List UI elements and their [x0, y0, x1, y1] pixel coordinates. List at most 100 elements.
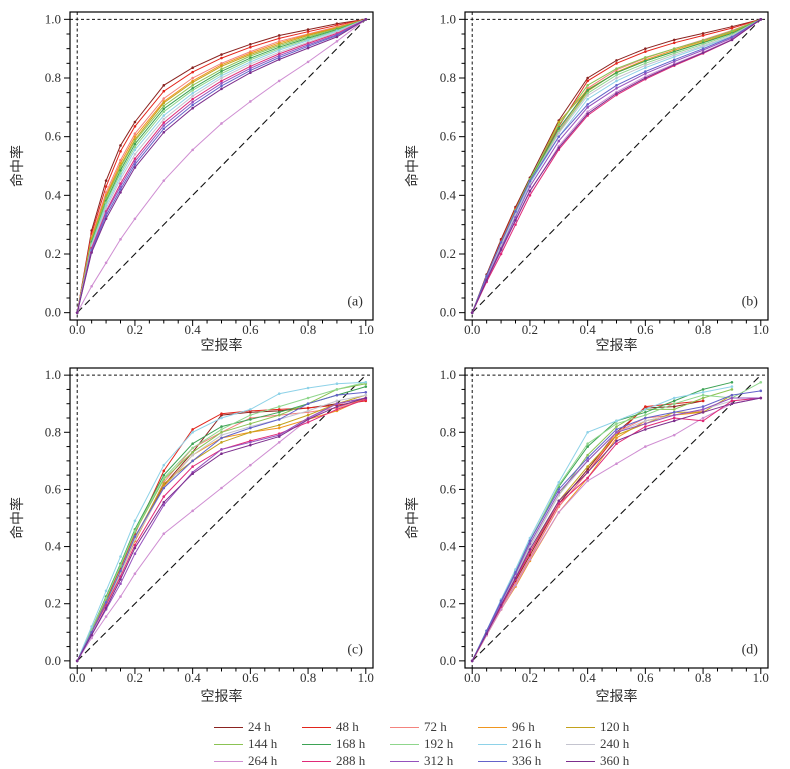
svg-text:1.0: 1.0: [753, 322, 769, 337]
legend: 24 h 48 h 72 h 96 h 120 h 144 h 168 h 192 h 216 …: [0, 715, 790, 769]
legend-row: 144 h 168 h 192 h 216 h 240 h: [78, 736, 790, 752]
svg-text:0.4: 0.4: [580, 322, 597, 337]
legend-item: 48 h: [302, 719, 390, 735]
svg-text:0.0: 0.0: [69, 670, 85, 685]
legend-item: 216 h: [478, 736, 566, 752]
svg-text:0.8: 0.8: [45, 424, 61, 439]
legend-row: 24 h 48 h 72 h 96 h 120 h: [78, 719, 790, 735]
roc-panel-d: 0.0 0.0 0.2 0.2 0.4 0.4 0.6 0.6 0.8 0.8 1.0 1.0 (d) 空…: [404, 367, 769, 705]
legend-item: 24 h: [214, 719, 302, 735]
svg-text:空报率: 空报率: [201, 688, 243, 705]
legend-item: 288 h: [302, 753, 390, 769]
svg-text:0.2: 0.2: [440, 596, 456, 611]
svg-text:0.8: 0.8: [440, 70, 456, 85]
legend-item: 72 h: [390, 719, 478, 735]
svg-text:0.0: 0.0: [440, 305, 456, 320]
legend-label: 168 h: [336, 736, 366, 751]
svg-text:0.2: 0.2: [127, 670, 143, 685]
svg-text:1.0: 1.0: [440, 11, 456, 26]
svg-text:0.2: 0.2: [45, 596, 61, 611]
roc-panel-b: 0.0 0.0 0.2 0.2 0.4 0.4 0.6 0.6 0.8 0.8 1.0 1.0 (b) 空…: [404, 11, 769, 353]
legend-item: 264 h: [214, 753, 302, 769]
svg-text:(d): (d): [742, 643, 759, 658]
svg-text:0.8: 0.8: [440, 424, 456, 439]
legend-label: 264 h: [248, 753, 278, 768]
legend-item: 312 h: [390, 753, 478, 769]
svg-text:0.6: 0.6: [45, 129, 62, 144]
svg-text:0.6: 0.6: [242, 670, 259, 685]
legend-label: 312 h: [424, 753, 454, 768]
legend-swatch: [302, 726, 331, 728]
legend-label: 144 h: [248, 736, 278, 751]
legend-swatch: [214, 743, 243, 745]
svg-text:0.8: 0.8: [695, 670, 711, 685]
svg-text:0.2: 0.2: [45, 246, 61, 261]
svg-text:0.8: 0.8: [695, 322, 711, 337]
svg-text:0.0: 0.0: [464, 322, 480, 337]
legend-item: 240 h: [566, 736, 654, 752]
svg-text:0.2: 0.2: [127, 322, 143, 337]
legend-item: 336 h: [478, 753, 566, 769]
legend-item: 360 h: [566, 753, 654, 769]
svg-text:0.2: 0.2: [440, 246, 456, 261]
legend-label: 360 h: [600, 753, 630, 768]
svg-text:(a): (a): [347, 294, 363, 309]
legend-swatch: [478, 726, 507, 728]
svg-text:0.6: 0.6: [440, 481, 457, 496]
svg-text:1.0: 1.0: [440, 367, 456, 382]
legend-label: 192 h: [424, 736, 454, 751]
svg-text:0.6: 0.6: [637, 670, 654, 685]
svg-text:空报率: 空报率: [201, 337, 243, 353]
legend-label: 216 h: [512, 736, 542, 751]
svg-text:(c): (c): [347, 643, 363, 658]
legend-swatch: [302, 743, 331, 745]
svg-text:命中率: 命中率: [404, 497, 421, 539]
legend-swatch: [390, 760, 419, 762]
svg-text:0.6: 0.6: [637, 322, 654, 337]
svg-text:0.4: 0.4: [580, 670, 597, 685]
svg-text:0.4: 0.4: [440, 187, 457, 202]
svg-text:0.0: 0.0: [464, 670, 480, 685]
legend-swatch: [390, 726, 419, 728]
svg-text:0.0: 0.0: [440, 653, 456, 668]
svg-text:命中率: 命中率: [9, 145, 26, 187]
svg-text:0.6: 0.6: [242, 322, 259, 337]
legend-swatch: [214, 726, 243, 728]
svg-text:1.0: 1.0: [45, 11, 61, 26]
svg-text:0.8: 0.8: [45, 70, 61, 85]
svg-text:0.0: 0.0: [69, 322, 85, 337]
legend-label: 96 h: [512, 719, 535, 734]
legend-swatch: [478, 743, 507, 745]
svg-text:1.0: 1.0: [358, 322, 374, 337]
svg-text:1.0: 1.0: [45, 367, 61, 382]
legend-item: 168 h: [302, 736, 390, 752]
legend-swatch: [478, 760, 507, 762]
panel-grid: 0.0 0.0 0.2 0.2 0.4 0.4 0.6 0.6 0.8 0.8 1.0 1.0 (a) 空…: [9, 11, 769, 705]
legend-swatch: [566, 760, 595, 762]
svg-text:1.0: 1.0: [753, 670, 769, 685]
legend-swatch: [302, 760, 331, 762]
svg-text:0.2: 0.2: [522, 670, 538, 685]
svg-text:0.8: 0.8: [300, 322, 316, 337]
svg-text:1.0: 1.0: [358, 670, 374, 685]
legend-label: 72 h: [424, 719, 447, 734]
svg-text:0.4: 0.4: [45, 187, 62, 202]
svg-text:命中率: 命中率: [9, 497, 26, 539]
legend-swatch: [566, 743, 595, 745]
legend-label: 24 h: [248, 719, 271, 734]
legend-row: 264 h 288 h 312 h 336 h 360 h: [78, 753, 790, 769]
svg-text:0.6: 0.6: [440, 129, 457, 144]
legend-item: 120 h: [566, 719, 654, 735]
legend-label: 336 h: [512, 753, 542, 768]
svg-text:0.4: 0.4: [185, 670, 202, 685]
legend-swatch: [566, 726, 595, 728]
svg-text:0.6: 0.6: [45, 481, 62, 496]
svg-text:0.0: 0.0: [45, 305, 61, 320]
legend-item: 96 h: [478, 719, 566, 735]
svg-text:0.8: 0.8: [300, 670, 316, 685]
legend-label: 288 h: [336, 753, 366, 768]
svg-text:(b): (b): [742, 294, 759, 309]
svg-text:0.0: 0.0: [45, 653, 61, 668]
svg-text:命中率: 命中率: [404, 145, 421, 187]
